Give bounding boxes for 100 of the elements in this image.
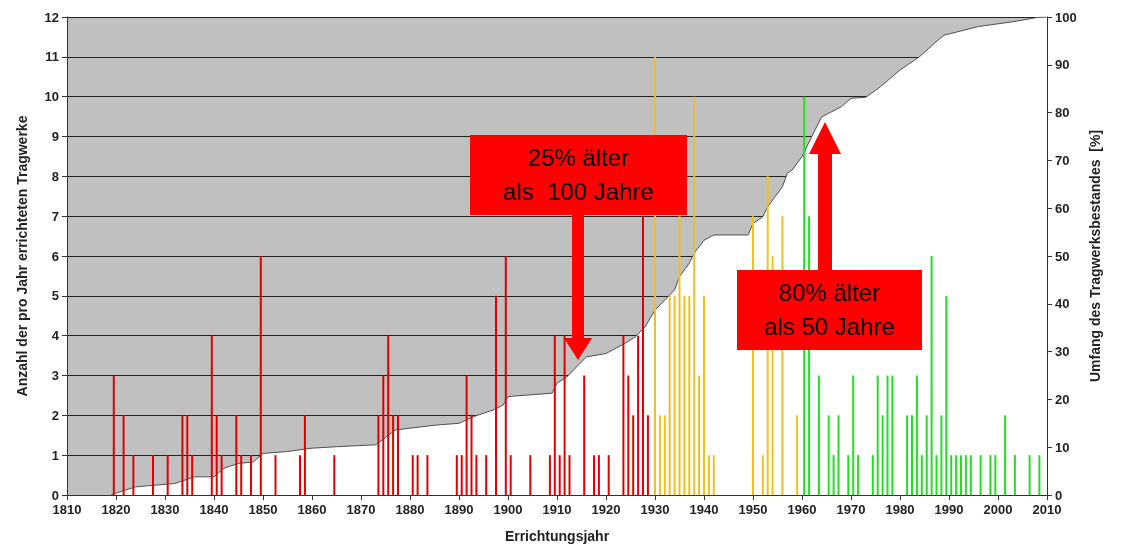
bar: [583, 375, 586, 495]
bar: [166, 455, 169, 495]
x-tick-label: 1850: [248, 502, 278, 517]
annotation: 25% älter als 100 Jahre: [470, 135, 687, 215]
bar: [989, 455, 992, 495]
bar: [465, 375, 468, 495]
y2-tick-label: 90: [1055, 57, 1070, 73]
bar: [658, 415, 661, 495]
x-tick-label: 1820: [101, 502, 131, 517]
bar: [382, 375, 385, 495]
bar: [796, 415, 799, 495]
y2-tick-label: 30: [1055, 344, 1070, 360]
bar: [333, 455, 336, 495]
bar: [930, 256, 933, 495]
bar: [979, 455, 982, 495]
bar: [509, 455, 512, 495]
bar: [852, 375, 855, 495]
y-tick-label: 12: [44, 9, 59, 25]
x-tick-label: 1990: [934, 502, 964, 517]
bar: [1038, 455, 1041, 495]
y-tick-label: 3: [51, 368, 59, 383]
bar: [274, 455, 277, 495]
bar: [426, 455, 429, 495]
bar: [698, 375, 701, 495]
y2-tick-label: 50: [1055, 248, 1070, 264]
bar: [210, 335, 213, 495]
bar: [827, 415, 830, 495]
bar: [1013, 455, 1016, 495]
bar: [191, 455, 194, 495]
bar: [470, 415, 473, 495]
bar: [593, 455, 595, 495]
bar: [250, 455, 252, 495]
bar: [693, 96, 696, 495]
bar: [646, 415, 649, 495]
bar: [622, 335, 625, 495]
x-tick-label: 1960: [787, 502, 817, 517]
y-tick-label: 11: [45, 49, 59, 65]
bar: [597, 455, 600, 495]
y-tick-label: 6: [51, 248, 59, 264]
bar: [563, 335, 566, 495]
bar: [529, 455, 532, 495]
x-tick-label: 1870: [346, 502, 376, 517]
bar: [906, 415, 909, 495]
bar: [132, 455, 135, 495]
x-tick-label: 1940: [689, 502, 719, 517]
bar: [455, 455, 458, 495]
bar: [387, 335, 390, 495]
bar: [881, 415, 884, 495]
bar: [553, 335, 556, 495]
y-tick-label: 0: [51, 487, 59, 503]
y2-tick-label: 10: [1055, 439, 1070, 455]
bar: [568, 455, 571, 495]
bar: [915, 375, 918, 495]
bar: [607, 455, 610, 495]
bar: [712, 455, 715, 495]
bar: [950, 455, 953, 495]
bar: [112, 375, 115, 495]
bar: [637, 335, 640, 495]
bar: [876, 375, 879, 495]
y-tick-label: 10: [44, 89, 59, 105]
bar: [411, 455, 414, 495]
bar: [235, 415, 238, 495]
bar: [303, 415, 306, 495]
y2-tick-label: 20: [1055, 391, 1070, 407]
bar: [215, 415, 218, 495]
bar: [485, 455, 488, 495]
bar: [678, 216, 681, 495]
x-tick-label: 1900: [493, 502, 523, 517]
bar: [668, 295, 671, 495]
bar: [703, 295, 705, 495]
bar: [392, 415, 395, 495]
y-tick-label: 1: [51, 447, 59, 463]
bar: [642, 216, 644, 495]
bar: [627, 375, 630, 495]
bar: [891, 375, 894, 495]
y-tick-label: 8: [51, 168, 59, 184]
bar: [911, 415, 913, 495]
bar: [495, 295, 497, 495]
bar: [871, 455, 874, 495]
x-tick-label: 1920: [591, 502, 621, 517]
bar: [122, 415, 125, 495]
x-tick-label: 1980: [885, 502, 915, 517]
bar: [945, 295, 948, 495]
bar: [940, 415, 943, 495]
x-tick-label: 1830: [150, 502, 180, 517]
bar: [416, 455, 419, 495]
x-tick-label: 2010: [1032, 502, 1062, 517]
x-tick-label: 1880: [395, 502, 425, 517]
bar: [1028, 455, 1031, 495]
bar: [761, 455, 764, 495]
y-tick-label: 2: [51, 407, 59, 423]
y2-tick-label: 0: [1055, 487, 1063, 503]
bar: [964, 455, 967, 495]
y-tick-label: 9: [51, 129, 59, 144]
y2-tick-label: 60: [1055, 200, 1070, 216]
x-tick-label: 1890: [444, 502, 474, 517]
x-tick-label: 1950: [738, 502, 768, 517]
bar: [299, 455, 301, 495]
x-axis-title: Errichtungsjahr: [504, 528, 610, 544]
bar: [632, 415, 635, 495]
